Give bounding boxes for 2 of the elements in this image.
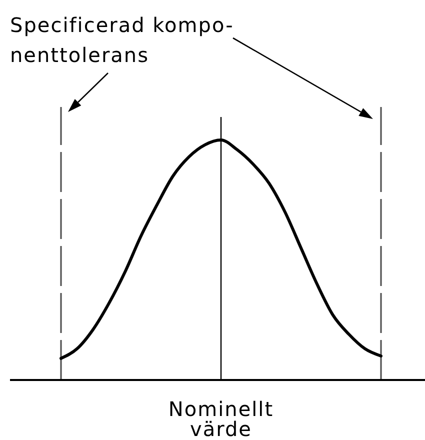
text: Specificerad kompo- nenttolerans	[10, 13, 234, 67]
text: Nominellt värde	[168, 397, 274, 440]
